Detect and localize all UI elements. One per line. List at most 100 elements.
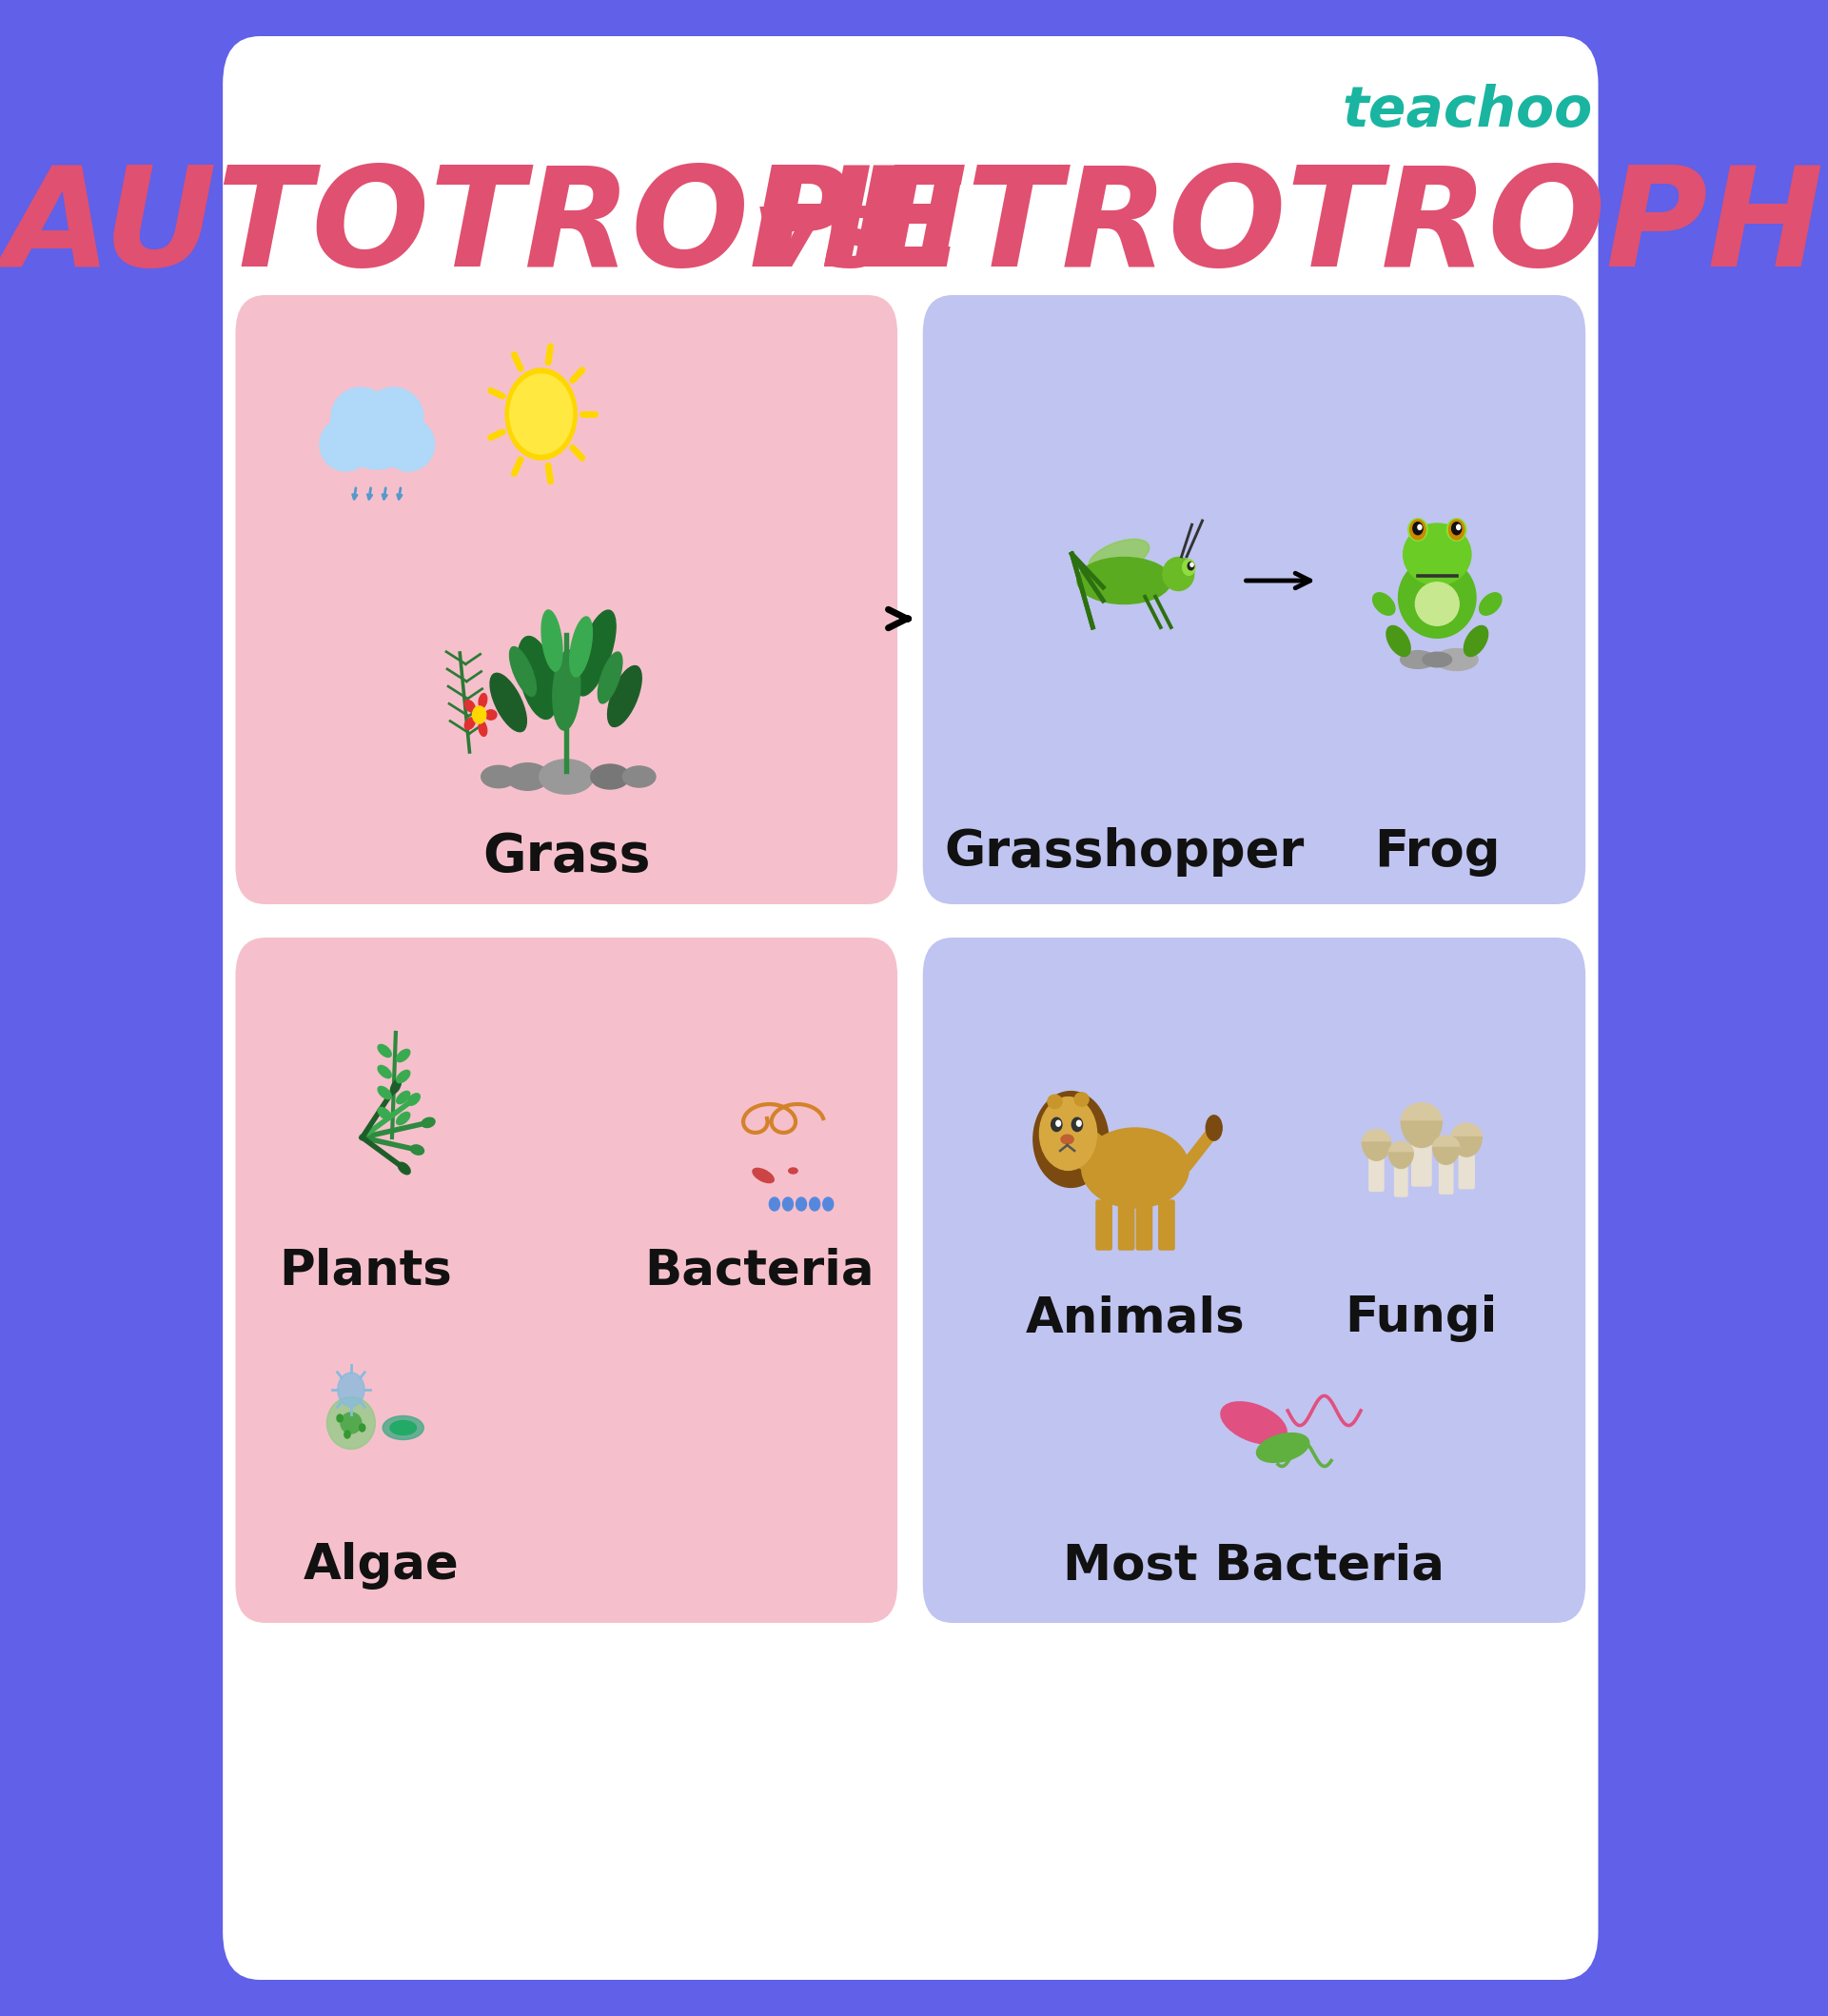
- Ellipse shape: [1433, 1135, 1459, 1159]
- FancyBboxPatch shape: [1439, 1155, 1453, 1193]
- Ellipse shape: [552, 649, 579, 730]
- Ellipse shape: [1362, 1129, 1391, 1155]
- Ellipse shape: [510, 647, 536, 696]
- Wedge shape: [1400, 1121, 1442, 1147]
- Ellipse shape: [331, 387, 391, 448]
- Ellipse shape: [517, 637, 558, 720]
- FancyBboxPatch shape: [1369, 1151, 1384, 1191]
- Ellipse shape: [590, 764, 629, 788]
- Ellipse shape: [1071, 1131, 1106, 1171]
- Ellipse shape: [1060, 1135, 1073, 1143]
- Circle shape: [1077, 1121, 1080, 1127]
- Ellipse shape: [598, 651, 622, 704]
- Ellipse shape: [1400, 1103, 1442, 1139]
- Ellipse shape: [378, 1066, 391, 1079]
- Ellipse shape: [481, 766, 515, 788]
- Ellipse shape: [1386, 625, 1411, 657]
- FancyBboxPatch shape: [923, 294, 1585, 905]
- FancyBboxPatch shape: [1119, 1200, 1133, 1250]
- Circle shape: [770, 1198, 781, 1212]
- Ellipse shape: [378, 1087, 391, 1099]
- Wedge shape: [1451, 1137, 1483, 1157]
- FancyBboxPatch shape: [1159, 1200, 1174, 1250]
- Ellipse shape: [340, 1413, 362, 1433]
- Ellipse shape: [399, 1163, 409, 1175]
- Circle shape: [1188, 562, 1194, 571]
- Ellipse shape: [464, 718, 475, 730]
- Ellipse shape: [338, 397, 417, 470]
- Ellipse shape: [1448, 518, 1466, 540]
- Ellipse shape: [576, 611, 616, 696]
- Ellipse shape: [391, 1079, 400, 1093]
- Text: teachoo: teachoo: [1342, 85, 1592, 137]
- Ellipse shape: [1400, 651, 1435, 669]
- Ellipse shape: [1256, 1433, 1309, 1462]
- Text: Algae: Algae: [303, 1542, 459, 1589]
- Ellipse shape: [1163, 556, 1194, 591]
- Circle shape: [1071, 1117, 1082, 1131]
- FancyBboxPatch shape: [1395, 1161, 1408, 1195]
- Ellipse shape: [464, 700, 475, 712]
- Ellipse shape: [397, 1070, 409, 1083]
- Ellipse shape: [1047, 1095, 1062, 1109]
- Circle shape: [810, 1198, 821, 1212]
- Circle shape: [1457, 524, 1461, 530]
- Circle shape: [795, 1198, 806, 1212]
- Text: Grasshopper: Grasshopper: [943, 827, 1303, 877]
- Ellipse shape: [1082, 1127, 1188, 1208]
- Ellipse shape: [1088, 538, 1150, 575]
- Ellipse shape: [1422, 653, 1451, 667]
- Text: Frog: Frog: [1375, 827, 1501, 877]
- Ellipse shape: [479, 694, 486, 708]
- Wedge shape: [1362, 1143, 1391, 1161]
- Text: Plants: Plants: [280, 1248, 452, 1294]
- Ellipse shape: [1479, 593, 1501, 615]
- Circle shape: [1040, 1097, 1097, 1169]
- Ellipse shape: [1451, 1123, 1483, 1151]
- Ellipse shape: [1404, 524, 1472, 585]
- Ellipse shape: [541, 611, 563, 671]
- Ellipse shape: [320, 417, 371, 472]
- Ellipse shape: [1206, 1115, 1223, 1141]
- Ellipse shape: [397, 1048, 409, 1062]
- Circle shape: [1419, 524, 1422, 530]
- Ellipse shape: [397, 1113, 409, 1125]
- Circle shape: [1413, 522, 1422, 534]
- Ellipse shape: [1077, 556, 1172, 605]
- Circle shape: [1190, 562, 1194, 566]
- FancyBboxPatch shape: [236, 294, 898, 905]
- Ellipse shape: [607, 665, 642, 726]
- Text: Bacteria: Bacteria: [645, 1248, 874, 1294]
- FancyBboxPatch shape: [223, 36, 1598, 1980]
- Text: Most Bacteria: Most Bacteria: [1064, 1542, 1444, 1589]
- Ellipse shape: [1075, 1093, 1089, 1107]
- Ellipse shape: [490, 673, 526, 732]
- Ellipse shape: [378, 1044, 391, 1056]
- Circle shape: [1183, 558, 1196, 575]
- Ellipse shape: [408, 1093, 420, 1105]
- Ellipse shape: [364, 387, 424, 448]
- Circle shape: [1450, 520, 1464, 540]
- Wedge shape: [1433, 1147, 1459, 1165]
- Text: HETROTROPH: HETROTROPH: [757, 161, 1824, 296]
- Ellipse shape: [397, 1091, 409, 1105]
- Ellipse shape: [1398, 558, 1475, 637]
- Ellipse shape: [570, 617, 592, 677]
- Circle shape: [510, 375, 572, 454]
- FancyBboxPatch shape: [1459, 1145, 1473, 1189]
- Circle shape: [360, 1423, 366, 1431]
- Ellipse shape: [1373, 593, 1395, 615]
- Ellipse shape: [1221, 1401, 1287, 1443]
- Ellipse shape: [1042, 1105, 1095, 1163]
- Ellipse shape: [788, 1167, 797, 1173]
- Ellipse shape: [479, 722, 486, 736]
- Text: vs: vs: [753, 183, 888, 290]
- Ellipse shape: [484, 710, 497, 720]
- Ellipse shape: [411, 1145, 424, 1155]
- Ellipse shape: [378, 1107, 391, 1121]
- Circle shape: [472, 706, 486, 724]
- Ellipse shape: [753, 1167, 773, 1183]
- Ellipse shape: [1435, 649, 1477, 671]
- FancyBboxPatch shape: [1411, 1129, 1431, 1185]
- Ellipse shape: [382, 417, 435, 472]
